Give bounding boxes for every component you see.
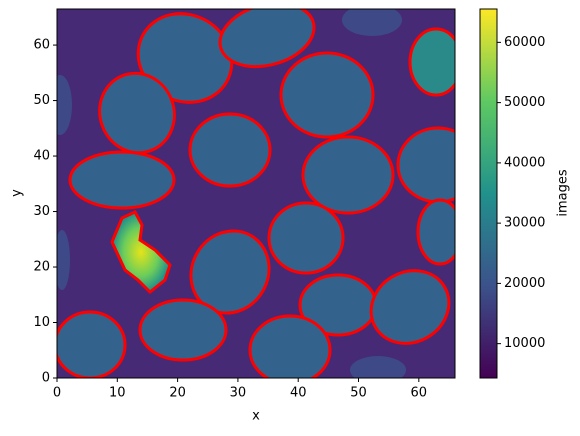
colorbar-tick-label: 20000 <box>504 276 545 291</box>
x-tick-label: 0 <box>53 386 61 401</box>
colorbar-tick-label: 10000 <box>504 336 545 351</box>
image <box>57 9 455 378</box>
colorbar-tick-label: 60000 <box>504 35 545 50</box>
colorbar-tick-label: 50000 <box>504 95 545 110</box>
colorbar-tick-label: 40000 <box>504 155 545 170</box>
y-tick-label: 20 <box>33 260 50 275</box>
y-tick-label: 60 <box>33 38 50 53</box>
x-tick-label: 50 <box>350 386 367 401</box>
x-tick-label: 20 <box>169 386 186 401</box>
x-tick-label: 10 <box>109 386 126 401</box>
y-tick-label: 50 <box>33 93 50 108</box>
x-tick-label: 60 <box>411 386 428 401</box>
x-tick-label: 30 <box>230 386 247 401</box>
y-tick-label: 40 <box>33 149 50 164</box>
y-axis-label: y <box>10 189 25 197</box>
x-tick-label: 40 <box>290 386 307 401</box>
colorbar-tick-label: 30000 <box>504 216 545 231</box>
x-axis-label: x <box>252 409 260 424</box>
colorbar <box>479 8 498 379</box>
plot-frame <box>56 8 456 379</box>
colorbar-label: images <box>556 169 571 216</box>
y-tick-label: 0 <box>42 371 50 386</box>
y-tick-label: 30 <box>33 204 50 219</box>
y-tick-label: 10 <box>33 315 50 330</box>
